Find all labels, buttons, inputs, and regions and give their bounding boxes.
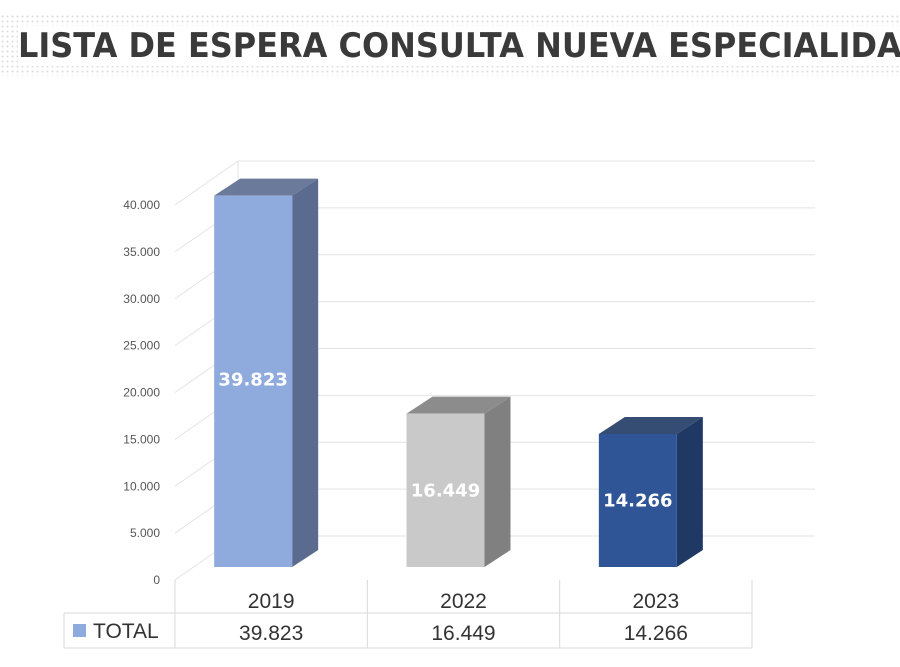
y-tick-label: 15.000 (123, 432, 160, 446)
side-gridline (174, 160, 239, 206)
x-tick-label: 2023 (632, 590, 679, 613)
legend-swatch (73, 624, 86, 637)
y-tick-label: 5.000 (130, 526, 160, 540)
bar-top (406, 396, 511, 414)
x-tick-label: 2022 (440, 590, 487, 613)
y-tick-label: 40.000 (123, 198, 160, 212)
bar (214, 195, 293, 568)
data-label: 14.266 (603, 490, 672, 511)
y-tick-label: 30.000 (123, 292, 160, 306)
bar-side (292, 178, 319, 568)
y-tick-label: 10.000 (123, 479, 160, 493)
table-value: 39.823 (239, 622, 303, 645)
y-tick-label: 35.000 (123, 245, 160, 259)
page-title: LISTA DE ESPERA CONSULTA NUEVA ESPECIALI… (18, 26, 900, 66)
table-value: 14.266 (624, 622, 688, 645)
bar (598, 433, 677, 567)
data-label: 16.449 (411, 480, 480, 501)
bar-top (214, 178, 319, 196)
bar-top (598, 416, 703, 434)
legend-label: TOTAL (93, 620, 159, 643)
data-label: 39.823 (218, 369, 287, 390)
table-value: 16.449 (431, 622, 495, 645)
bar (406, 413, 485, 567)
y-tick-label: 25.000 (123, 339, 160, 353)
bar-side (676, 416, 703, 567)
x-tick-label: 2019 (248, 590, 295, 613)
y-tick-label: 0 (153, 573, 160, 587)
bar-side (484, 396, 511, 567)
y-tick-label: 20.000 (123, 386, 160, 400)
